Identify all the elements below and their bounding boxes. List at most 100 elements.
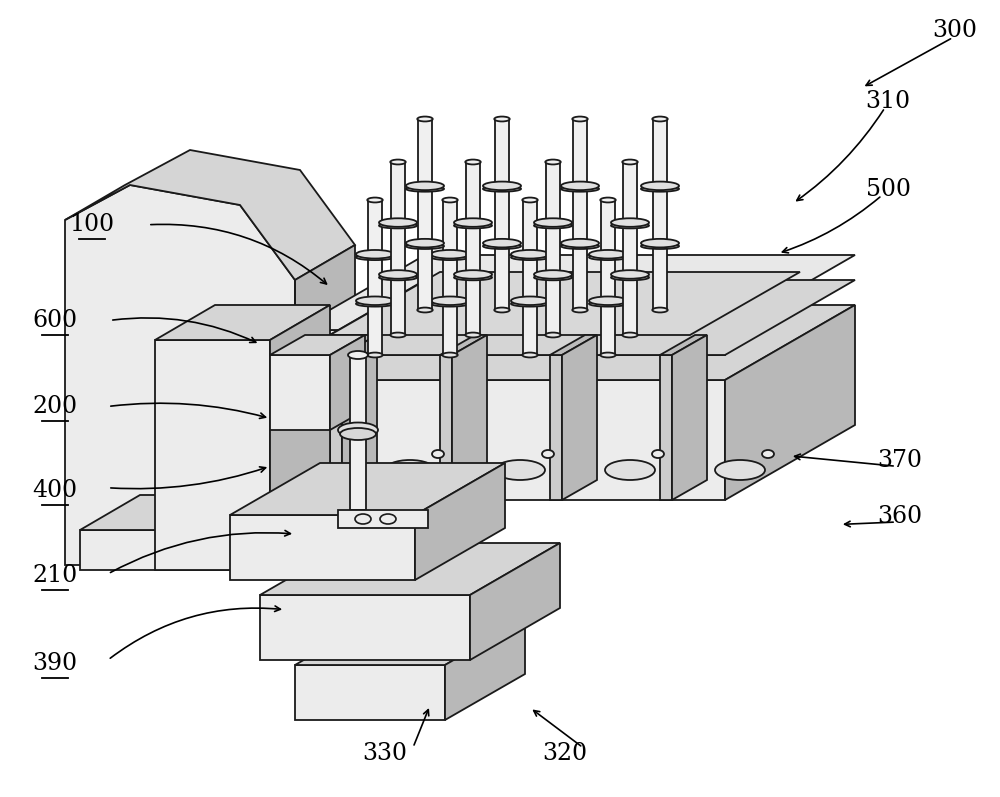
Polygon shape <box>546 162 560 335</box>
Ellipse shape <box>589 250 627 258</box>
Polygon shape <box>330 272 800 335</box>
Ellipse shape <box>572 308 588 312</box>
Ellipse shape <box>652 450 664 458</box>
Ellipse shape <box>589 296 627 305</box>
Ellipse shape <box>406 186 444 192</box>
Ellipse shape <box>605 460 655 480</box>
Ellipse shape <box>534 275 572 281</box>
Polygon shape <box>623 162 637 335</box>
Ellipse shape <box>622 159 638 164</box>
Polygon shape <box>80 495 330 530</box>
Ellipse shape <box>338 422 378 438</box>
Ellipse shape <box>641 182 679 190</box>
Ellipse shape <box>572 116 588 121</box>
Ellipse shape <box>600 352 616 357</box>
Ellipse shape <box>534 270 572 279</box>
Ellipse shape <box>367 198 383 202</box>
Polygon shape <box>230 515 415 580</box>
Ellipse shape <box>494 308 510 312</box>
Polygon shape <box>270 305 330 570</box>
Polygon shape <box>601 200 615 355</box>
Polygon shape <box>270 355 330 430</box>
Polygon shape <box>440 335 487 355</box>
Polygon shape <box>368 200 382 355</box>
Ellipse shape <box>611 270 649 279</box>
Ellipse shape <box>465 332 481 337</box>
Polygon shape <box>440 355 452 500</box>
Ellipse shape <box>545 332 561 337</box>
Polygon shape <box>155 340 270 570</box>
Text: 500: 500 <box>866 179 910 201</box>
Ellipse shape <box>522 352 538 357</box>
Ellipse shape <box>406 182 444 190</box>
Ellipse shape <box>356 254 394 260</box>
Ellipse shape <box>356 301 394 307</box>
Polygon shape <box>418 119 432 310</box>
Ellipse shape <box>465 159 481 164</box>
Ellipse shape <box>622 332 638 337</box>
Polygon shape <box>330 335 365 430</box>
Ellipse shape <box>406 243 444 249</box>
Ellipse shape <box>483 243 521 249</box>
Polygon shape <box>350 355 366 510</box>
Ellipse shape <box>542 450 554 458</box>
Ellipse shape <box>495 460 545 480</box>
Ellipse shape <box>762 450 774 458</box>
Polygon shape <box>295 255 855 330</box>
Polygon shape <box>342 335 377 500</box>
Polygon shape <box>270 335 365 355</box>
Polygon shape <box>260 543 560 595</box>
Ellipse shape <box>379 222 417 229</box>
Ellipse shape <box>511 250 549 258</box>
Ellipse shape <box>390 159 406 164</box>
Polygon shape <box>443 200 457 355</box>
Text: 390: 390 <box>32 652 78 674</box>
Polygon shape <box>155 305 330 340</box>
Ellipse shape <box>431 296 469 305</box>
Ellipse shape <box>340 428 376 440</box>
Ellipse shape <box>431 250 469 258</box>
Ellipse shape <box>483 186 521 192</box>
Ellipse shape <box>348 351 368 359</box>
Polygon shape <box>523 200 537 355</box>
Polygon shape <box>725 305 855 500</box>
Polygon shape <box>550 355 562 500</box>
Ellipse shape <box>522 198 538 202</box>
Ellipse shape <box>454 222 492 229</box>
Ellipse shape <box>356 296 394 305</box>
Polygon shape <box>330 335 377 355</box>
Polygon shape <box>295 380 725 500</box>
Ellipse shape <box>589 254 627 260</box>
Polygon shape <box>230 463 505 515</box>
Ellipse shape <box>545 159 561 164</box>
Ellipse shape <box>417 308 433 312</box>
Polygon shape <box>295 245 355 565</box>
Polygon shape <box>653 119 667 310</box>
Polygon shape <box>415 463 505 580</box>
Ellipse shape <box>611 275 649 281</box>
Ellipse shape <box>534 222 572 229</box>
Text: 100: 100 <box>69 214 115 236</box>
Polygon shape <box>80 530 270 570</box>
Polygon shape <box>562 335 597 500</box>
Text: 330: 330 <box>362 742 408 764</box>
Ellipse shape <box>611 218 649 227</box>
Polygon shape <box>65 185 295 565</box>
Ellipse shape <box>641 186 679 192</box>
Polygon shape <box>295 619 525 665</box>
Polygon shape <box>295 665 445 720</box>
Ellipse shape <box>431 301 469 307</box>
Polygon shape <box>660 335 707 355</box>
Polygon shape <box>270 495 330 570</box>
Polygon shape <box>391 162 405 335</box>
Text: 370: 370 <box>878 450 922 472</box>
Ellipse shape <box>641 239 679 247</box>
Text: 200: 200 <box>32 395 78 418</box>
Ellipse shape <box>379 218 417 227</box>
Ellipse shape <box>561 182 599 190</box>
Polygon shape <box>295 305 855 380</box>
Polygon shape <box>660 355 672 500</box>
Ellipse shape <box>379 275 417 281</box>
Ellipse shape <box>534 218 572 227</box>
Ellipse shape <box>611 222 649 229</box>
